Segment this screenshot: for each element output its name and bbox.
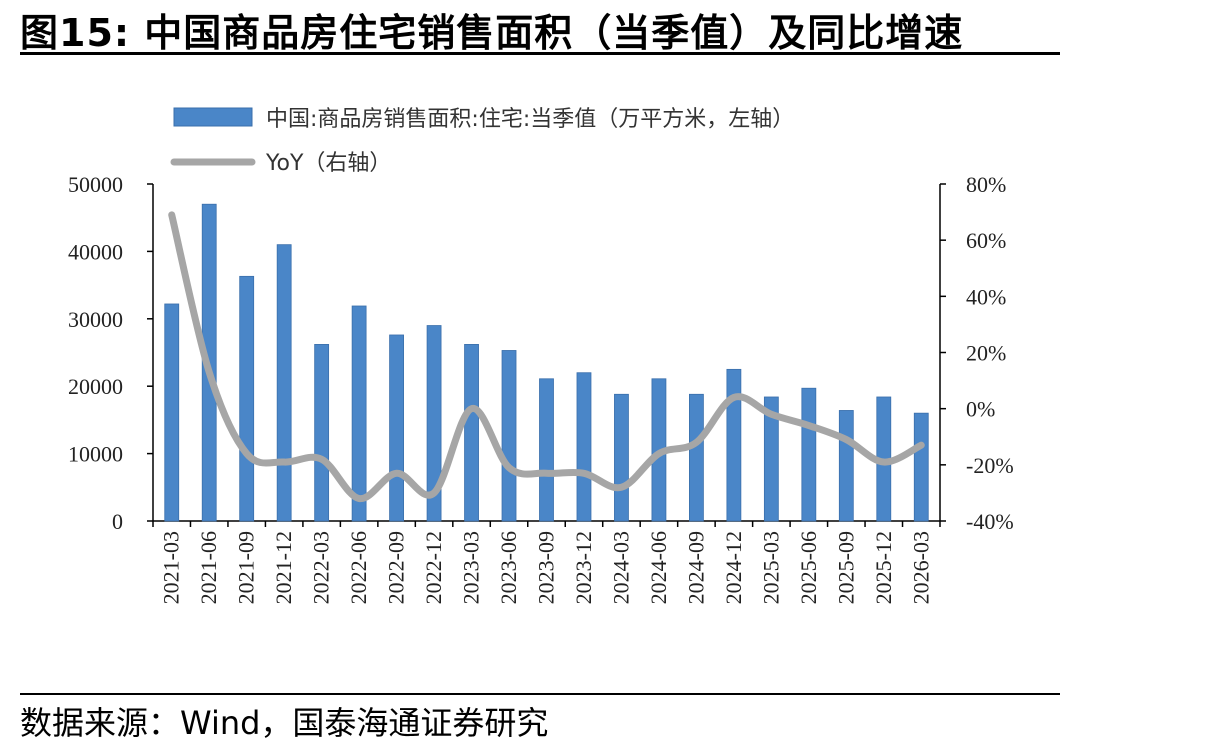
bar xyxy=(464,344,479,522)
yoy-line xyxy=(168,211,925,503)
bar xyxy=(689,393,704,522)
x-axis-tick-label: 2024-09 xyxy=(683,531,708,604)
left-axis-tick-label: 0 xyxy=(112,509,123,534)
left-axis-tick-label: 30000 xyxy=(68,307,123,332)
x-axis-tick-label: 2021-06 xyxy=(196,531,221,604)
right-axis-tick-label: 60% xyxy=(966,228,1006,253)
right-axis-tick-label: -40% xyxy=(966,509,1014,534)
legend-bar-label: 中国:商品房销售面积:住宅:当季值（万平方米，左轴） xyxy=(266,107,794,132)
bar xyxy=(539,378,554,522)
x-axis-tick-label: 2024-03 xyxy=(608,531,633,604)
left-axis-tick-label: 10000 xyxy=(68,442,123,467)
x-axis-tick-label: 2025-12 xyxy=(871,531,896,604)
x-axis-tick-label: 2025-03 xyxy=(758,531,783,604)
x-axis-tick-label: 2026-03 xyxy=(908,531,933,604)
figure-title: 图15: 中国商品房住宅销售面积（当季值）及同比增速 xyxy=(20,11,964,55)
legend-bar-swatch xyxy=(173,107,253,127)
right-axis-tick-label: 40% xyxy=(966,284,1006,309)
bar xyxy=(801,387,817,522)
bar xyxy=(276,244,292,522)
x-axis-tick-label: 2025-09 xyxy=(833,531,858,604)
bar xyxy=(239,275,255,522)
x-axis-tick-label: 2025-06 xyxy=(796,531,821,604)
bar xyxy=(164,303,180,522)
x-axis-tick-label: 2022-12 xyxy=(421,531,446,604)
bar xyxy=(314,344,330,522)
source-rule xyxy=(20,693,1060,695)
bar xyxy=(351,305,367,522)
right-axis-tick-label: -20% xyxy=(966,453,1014,478)
bar xyxy=(614,393,629,522)
right-axis-tick-label: 20% xyxy=(966,341,1006,366)
x-axis-tick-label: 2022-03 xyxy=(309,531,334,604)
bar xyxy=(426,325,442,522)
x-axis-tick-label: 2021-03 xyxy=(159,531,184,604)
right-axis-tick-label: 80% xyxy=(966,172,1006,197)
bar xyxy=(501,350,517,522)
bar xyxy=(726,368,742,522)
legend-line-label: YoY（右轴） xyxy=(265,151,391,176)
bar xyxy=(389,334,404,522)
x-axis-tick-label: 2023-06 xyxy=(496,531,521,604)
chart-area: 0 10000 20000 30000 40000 50000 -40% -20% 0% 20% 4… xyxy=(68,107,1014,604)
x-axis-tick-label: 2024-12 xyxy=(721,531,746,604)
right-axis-tick-label: 0% xyxy=(966,397,995,422)
left-axis-tick-label: 50000 xyxy=(68,172,123,197)
left-axis-tick-label: 40000 xyxy=(68,239,123,264)
title-rule xyxy=(20,52,1060,55)
bar xyxy=(576,372,592,522)
x-axis-tick-label: 2023-12 xyxy=(571,531,596,604)
x-axis-tick-label: 2024-06 xyxy=(646,531,671,604)
bar xyxy=(763,396,779,522)
x-axis-tick-label: 2021-12 xyxy=(271,531,296,604)
x-axis-tick-label: 2023-09 xyxy=(534,531,559,604)
x-axis-tick-label: 2022-09 xyxy=(384,531,409,604)
x-axis-tick-label: 2022-06 xyxy=(346,531,371,604)
bar xyxy=(913,412,929,522)
source-note: 数据来源：Wind，国泰海通证券研究 xyxy=(20,704,549,742)
x-axis-tick-label: 2021-09 xyxy=(234,531,259,604)
bar xyxy=(838,410,854,522)
left-axis-tick-label: 20000 xyxy=(68,374,123,399)
x-axis-tick-label: 2023-03 xyxy=(459,531,484,604)
